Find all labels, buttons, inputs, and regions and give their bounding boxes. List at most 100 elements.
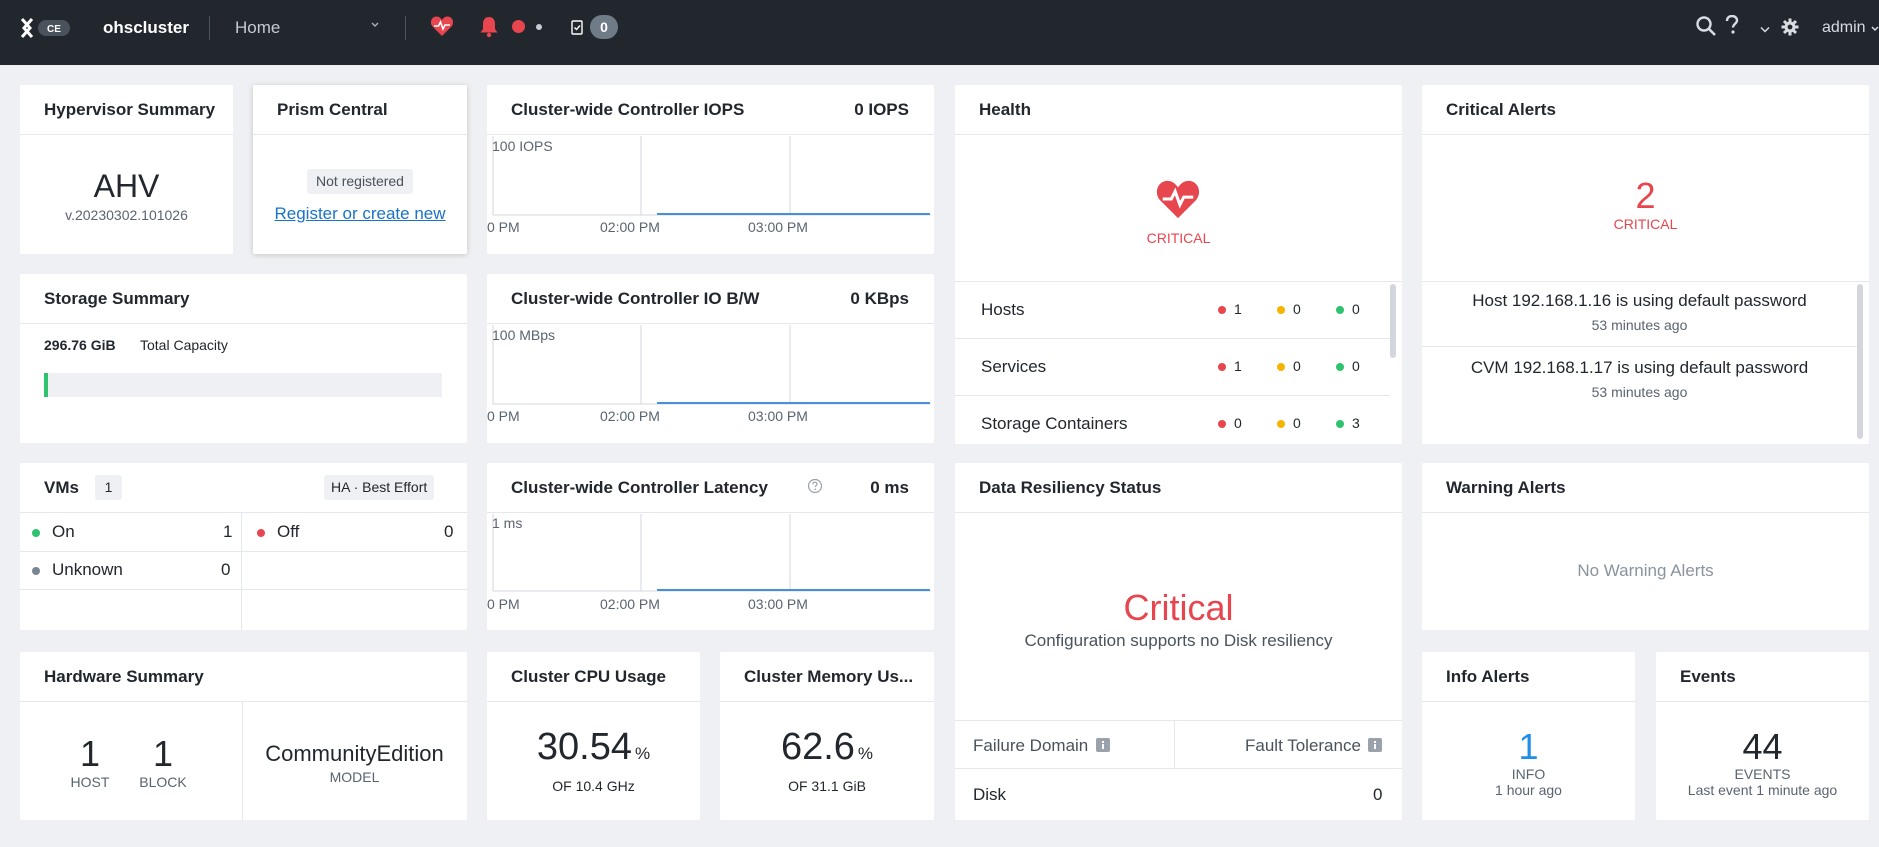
vm-on-count[interactable]: 1 — [223, 522, 233, 541]
storage-summary-widget[interactable]: Storage Summary 296.76 GiB Total Capacit… — [20, 274, 467, 443]
controller-io-bandwidth-widget[interactable]: Cluster-wide Controller IO B/W 0 KBps 100… — [487, 274, 934, 443]
widget-title: Data Resiliency Status — [979, 478, 1162, 497]
vms-widget[interactable]: VMs 1 HA · Best Effort On 1 Off 0 Unknow… — [20, 463, 467, 630]
info-icon[interactable] — [1368, 738, 1382, 752]
iops-chart — [492, 136, 931, 216]
health-heart-icon — [1156, 180, 1200, 219]
health-row-hosts[interactable]: Hosts 1 0 0 — [955, 282, 1390, 339]
alert-item[interactable]: CVM 192.168.1.17 is using default passwo… — [1422, 347, 1857, 412]
warning-alert-indicator[interactable] — [536, 24, 542, 30]
divider — [405, 16, 406, 40]
alerts-bell-icon[interactable] — [479, 16, 499, 38]
scrollbar[interactable] — [1390, 284, 1396, 358]
health-row-label: Services — [981, 357, 1047, 376]
health-row-services[interactable]: Services 1 0 0 — [955, 339, 1390, 396]
model-label: MODEL — [329, 769, 380, 785]
resiliency-message: Configuration supports no Disk resilienc… — [1024, 631, 1333, 650]
controller-latency-widget[interactable]: Cluster-wide Controller Latency 0 ms 1 m… — [487, 463, 934, 630]
vm-unknown-count[interactable]: 0 — [221, 560, 231, 579]
alert-item[interactable]: Host 192.168.1.16 is using default passw… — [1422, 282, 1857, 347]
info-alerts-widget[interactable]: Info Alerts 1 INFO 1 hour ago — [1422, 652, 1635, 820]
nutanix-logo-icon[interactable]: CE — [20, 17, 72, 39]
good-count: 0 — [1352, 358, 1360, 374]
x-tick-label: 02:00 PM — [600, 596, 660, 612]
y-axis-max-label: 100 MBps — [492, 327, 556, 343]
ha-mode: Best Effort — [362, 479, 428, 495]
block-label: BLOCK — [139, 774, 187, 790]
host-label: HOST — [70, 774, 110, 790]
widget-title: VMs — [44, 478, 79, 497]
chevron-down-icon[interactable] — [1871, 25, 1879, 33]
cluster-memory-usage-widget[interactable]: Cluster Memory Us... 62.6% OF 31.1 GiB — [720, 652, 934, 820]
chevron-down-icon[interactable] — [371, 21, 379, 29]
widget-title: Hypervisor Summary — [44, 100, 216, 119]
registration-status-badge: Not registered — [307, 169, 413, 194]
hardware-summary-widget[interactable]: Hardware Summary 1 HOST 1 BLOCK Communit… — [20, 652, 467, 820]
warning-alerts-widget[interactable]: Warning Alerts No Warning Alerts — [1422, 463, 1869, 630]
vm-off-count[interactable]: 0 — [444, 522, 454, 541]
info-label: INFO — [1511, 766, 1546, 782]
hypervisor-summary-widget[interactable]: Hypervisor Summary AHV v.20230302.101026 — [20, 85, 233, 254]
x-tick-label: 03:00 PM — [748, 219, 808, 235]
info-alert-time: 1 hour ago — [1495, 782, 1562, 798]
good-count: 3 — [1352, 415, 1360, 431]
good-count: 0 — [1352, 301, 1360, 317]
bandwidth-chart — [492, 325, 931, 405]
health-heart-icon[interactable] — [430, 15, 454, 37]
warning-empty-message: No Warning Alerts — [1577, 561, 1714, 580]
events-widget[interactable]: Events 44 EVENTS Last event 1 minute ago — [1656, 652, 1869, 820]
widget-title: Cluster CPU Usage — [511, 667, 666, 686]
disk-fault-tolerance: 0 — [1373, 785, 1383, 804]
failure-domain-header: Failure Domain — [973, 736, 1089, 755]
critical-alerts-widget[interactable]: Critical Alerts 2 CRITICAL Host 192.168.… — [1422, 85, 1869, 444]
health-widget[interactable]: Health CRITICAL Hosts 1 0 0 Services 1 0… — [955, 85, 1402, 444]
user-menu[interactable]: admin — [1822, 19, 1866, 36]
chevron-down-icon[interactable] — [1760, 26, 1770, 34]
search-icon[interactable] — [1695, 15, 1717, 37]
critical-alert-indicator[interactable] — [512, 20, 525, 33]
x-tick-label: 0 PM — [487, 219, 520, 235]
controller-iops-widget[interactable]: Cluster-wide Controller IOPS 0 IOPS 100 I… — [487, 85, 934, 254]
scrollbar[interactable] — [1857, 284, 1863, 439]
top-navigation-bar: CE ohscluster Home 0 admin — [0, 0, 1879, 65]
ha-status-badge[interactable]: HA · Best Effort — [324, 475, 435, 500]
data-resiliency-widget[interactable]: Data Resiliency Status Critical Configur… — [955, 463, 1402, 820]
info-icon[interactable] — [1096, 738, 1110, 752]
memory-usage-value: 62.6 — [780, 726, 855, 768]
widget-title: Cluster-wide Controller Latency — [511, 478, 768, 497]
vm-unknown-label: Unknown — [52, 560, 123, 579]
settings-gear-icon[interactable] — [1781, 18, 1799, 36]
register-link[interactable]: Register or create new — [274, 204, 446, 223]
widget-title: Cluster-wide Controller IO B/W — [511, 289, 760, 308]
nav-home-dropdown[interactable]: Home — [235, 18, 281, 37]
disk-label: Disk — [973, 785, 1007, 804]
hypervisor-name: AHV — [93, 168, 160, 204]
tasks-clipboard-icon[interactable] — [571, 19, 583, 35]
prism-central-widget: Prism Central Not registered Register or… — [253, 85, 467, 254]
widget-title: Prism Central — [277, 100, 388, 119]
widget-title: Events — [1680, 667, 1736, 686]
help-icon[interactable] — [1724, 15, 1740, 37]
health-row-label: Storage Containers — [981, 414, 1128, 433]
fault-tolerance-header: Fault Tolerance — [1245, 736, 1361, 755]
tasks-count-badge[interactable]: 0 — [590, 15, 618, 39]
latency-chart — [492, 514, 931, 592]
alert-time: 53 minutes ago — [1591, 317, 1688, 333]
warning-count: 0 — [1293, 415, 1301, 431]
health-row-label: Hosts — [981, 300, 1025, 319]
bandwidth-value: 0 KBps — [850, 289, 909, 308]
cluster-cpu-usage-widget[interactable]: Cluster CPU Usage 30.54% OF 10.4 GHz — [487, 652, 700, 820]
vm-count-badge: 1 — [95, 475, 122, 500]
capacity-bar-fill — [44, 373, 48, 397]
cpu-usage-unit: % — [634, 744, 651, 763]
logo-text: CE — [47, 24, 61, 35]
cluster-name[interactable]: ohscluster — [103, 18, 189, 37]
health-row-storage-containers[interactable]: Storage Containers 0 0 3 — [955, 396, 1390, 444]
total-capacity-label: Total Capacity — [140, 337, 228, 353]
event-count: 44 — [1742, 726, 1783, 767]
widget-title: Health — [979, 100, 1031, 119]
help-circle-icon[interactable] — [807, 478, 823, 494]
x-tick-label: 03:00 PM — [748, 408, 808, 424]
widget-title: Storage Summary — [44, 289, 190, 308]
iops-value: 0 IOPS — [854, 100, 909, 119]
